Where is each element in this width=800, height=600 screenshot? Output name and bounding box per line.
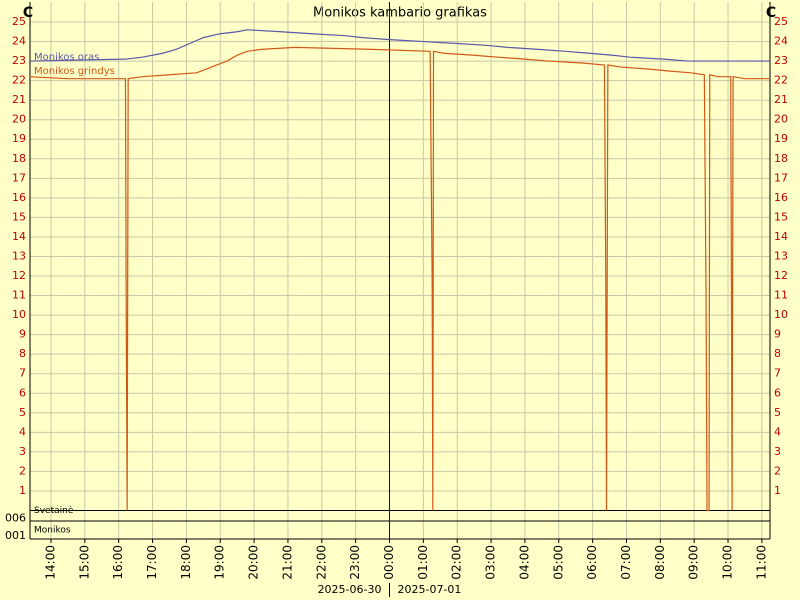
y2-tick-label: 25	[774, 15, 788, 28]
y-unit: C	[23, 5, 33, 21]
section-id: 001	[5, 529, 26, 542]
y-tick-label: 7	[19, 367, 26, 380]
x-tick-label: 02:00	[450, 545, 464, 580]
y2-tick-label: 18	[774, 152, 788, 165]
y-tick-label: 12	[12, 269, 26, 282]
y-tick-label: 21	[12, 93, 26, 106]
y2-tick-label: 8	[774, 347, 781, 360]
x-tick-label: 17:00	[145, 545, 159, 580]
x-tick-label: 04:00	[517, 545, 531, 580]
y2-tick-label: 17	[774, 171, 788, 184]
line	[29, 29, 770, 62]
x-tick-label: 08:00	[653, 545, 667, 580]
y2-tick-label: 20	[774, 113, 788, 126]
x-tick-label: 15:00	[77, 545, 91, 580]
section-label: Monikos	[34, 526, 71, 536]
x-tick-label: 01:00	[416, 545, 430, 580]
y2-tick-label: 21	[774, 93, 788, 106]
x-tick-label: 06:00	[585, 545, 599, 580]
x-tick-label: 16:00	[111, 545, 125, 580]
y-tick-label: 1	[19, 484, 26, 497]
section-id: 006	[5, 512, 26, 525]
legend-label: Monikos oras	[34, 52, 99, 63]
y2-tick-label: 14	[774, 230, 788, 243]
chart-title: Monikos kambario grafikas	[313, 6, 487, 21]
y2-tick-label: 12	[774, 269, 788, 282]
y2-tick-label: 19	[774, 132, 788, 145]
section-label: Svetainė	[34, 506, 74, 516]
y2-tick-label: 16	[774, 191, 788, 204]
y-tick-label: 15	[12, 210, 26, 223]
y-tick-label: 20	[12, 113, 26, 126]
y2-tick-label: 10	[774, 308, 788, 321]
x-tick-label: 11:00	[754, 545, 768, 580]
date-label: 2025-07-01	[398, 583, 462, 596]
y2-unit: C	[766, 5, 776, 21]
x-tick-label: 18:00	[179, 545, 193, 580]
y-tick-label: 17	[12, 171, 26, 184]
legend-label: Monikos grindys	[34, 66, 115, 77]
y2-tick-label: 13	[774, 249, 788, 262]
x-tick-label: 19:00	[213, 545, 227, 580]
y-tick-label: 13	[12, 249, 26, 262]
y2-tick-label: 11	[774, 289, 788, 302]
x-tick-label: 07:00	[619, 545, 633, 580]
y-tick-label: 25	[12, 15, 26, 28]
x-tick-label: 21:00	[280, 545, 294, 580]
y-tick-label: 16	[12, 191, 26, 204]
y2-tick-label: 22	[774, 74, 788, 87]
date-label: 2025-06-30	[318, 583, 382, 596]
y-tick-label: 22	[12, 74, 26, 87]
y2-tick-label: 15	[774, 210, 788, 223]
y-tick-label: 5	[19, 406, 26, 419]
y-tick-label: 8	[19, 347, 26, 360]
y2-tick-label: 7	[774, 367, 781, 380]
y2-tick-label: 5	[774, 406, 781, 419]
line	[29, 46, 770, 512]
y2-tick-label: 9	[774, 328, 781, 341]
y-tick-label: 23	[12, 54, 26, 67]
y2-tick-label: 23	[774, 54, 788, 67]
y-tick-label: 3	[19, 445, 26, 458]
y-tick-label: 14	[12, 230, 26, 243]
y-tick-label: 18	[12, 152, 26, 165]
y2-tick-label: 4	[774, 425, 781, 438]
x-tick-label: 14:00	[43, 545, 57, 580]
y-tick-label: 19	[12, 132, 26, 145]
y2-tick-label: 6	[774, 386, 781, 399]
y2-tick-label: 2	[774, 464, 781, 477]
x-tick-label: 05:00	[551, 545, 565, 580]
y-tick-label: 4	[19, 425, 26, 438]
y-tick-label: 2	[19, 464, 26, 477]
x-tick-label: 22:00	[314, 545, 328, 580]
x-tick-label: 03:00	[484, 545, 498, 580]
x-tick-label: 10:00	[721, 545, 735, 580]
x-tick-label: 09:00	[687, 545, 701, 580]
y2-tick-label: 1	[774, 484, 781, 497]
y-tick-label: 9	[19, 328, 26, 341]
y2-tick-label: 3	[774, 445, 781, 458]
x-tick-label: 20:00	[247, 545, 261, 580]
y-tick-label: 11	[12, 289, 26, 302]
x-tick-label: 23:00	[348, 545, 362, 580]
y-tick-label: 10	[12, 308, 26, 321]
y-tick-label: 6	[19, 386, 26, 399]
y-tick-label: 24	[12, 35, 26, 48]
y2-tick-label: 24	[774, 35, 788, 48]
x-tick-label: 00:00	[382, 545, 396, 580]
